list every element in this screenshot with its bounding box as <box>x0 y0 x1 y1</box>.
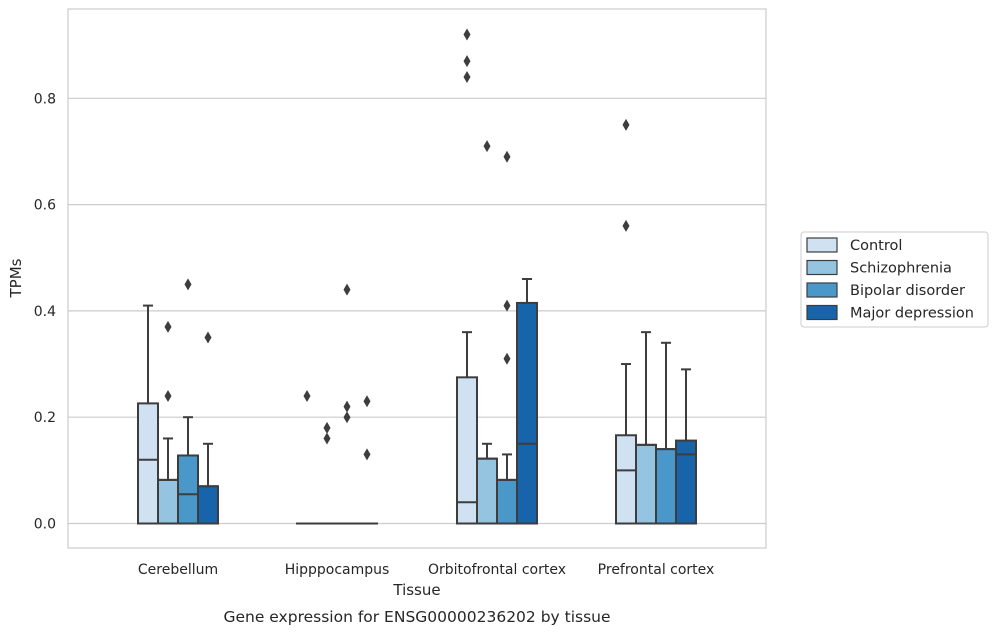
box-1 <box>476 140 498 525</box>
box-body <box>157 478 179 525</box>
box-3 <box>675 368 697 525</box>
box-groups <box>137 28 697 525</box>
outlier-point <box>204 331 212 344</box>
box-1 <box>316 421 338 525</box>
box-2 <box>336 283 358 525</box>
outlier-point <box>622 219 630 232</box>
legend-swatch <box>806 259 838 276</box>
outlier-point <box>463 71 471 84</box>
x-tick-labels: Cerebellum Hipppocampus Orbitofrontal cort… <box>138 562 714 578</box>
box-2 <box>655 341 677 525</box>
box-body <box>635 443 657 525</box>
box-body <box>655 448 677 525</box>
y-tick-label: 0.8 <box>34 91 56 107</box>
outlier-point <box>363 395 371 408</box>
box-0 <box>137 304 159 525</box>
y-tick-label: 0.4 <box>34 304 56 320</box>
box-2 <box>177 278 199 525</box>
box-body <box>496 478 518 525</box>
outlier-point <box>343 400 351 413</box>
legend-frame <box>800 231 989 328</box>
outlier-point <box>463 55 471 68</box>
x-axis-label: Tissue <box>392 581 440 599</box>
plot-frame <box>67 8 767 549</box>
box-0 <box>456 28 478 525</box>
box-1 <box>635 331 657 525</box>
outlier-point <box>343 283 351 296</box>
y-tick-labels: 0.0 0.2 0.4 0.6 0.8 <box>34 91 56 532</box>
box-1 <box>157 320 179 525</box>
legend-label: Control <box>850 238 902 254</box>
y-tick-label: 0.6 <box>34 198 56 214</box>
category-group <box>296 283 378 525</box>
outlier-point <box>323 421 331 434</box>
x-tick-label: Prefrontal cortex <box>598 562 715 578</box>
outlier-point <box>622 118 630 131</box>
outlier-point <box>503 299 511 312</box>
legend-swatch <box>806 304 838 321</box>
box-body <box>137 402 159 525</box>
box-body <box>615 434 637 525</box>
box-3 <box>516 278 538 525</box>
outlier-point <box>463 28 471 41</box>
box-body <box>476 457 498 525</box>
legend-swatch <box>806 237 838 253</box>
x-tick-label: Orbitofrontal cortex <box>428 562 566 578</box>
y-tick-label: 0.0 <box>34 517 56 533</box>
outlier-point <box>503 352 511 365</box>
outlier-point <box>164 320 172 333</box>
legend-label: Schizophrenia <box>850 261 952 277</box>
legend-label: Bipolar disorder <box>850 283 965 299</box>
outlier-point <box>184 278 192 291</box>
outlier-point <box>164 389 172 402</box>
legend-label: Major depression <box>850 306 974 322</box>
outlier-point <box>363 448 371 461</box>
outlier-point <box>303 389 311 402</box>
box-body <box>675 439 697 525</box>
category-group <box>615 118 697 525</box>
box-3 <box>197 331 219 525</box>
legend-item: Schizophrenia <box>806 259 952 277</box>
box-3 <box>356 395 378 525</box>
legend-item: Control <box>806 237 902 254</box>
box-0 <box>296 389 318 525</box>
category-group <box>456 28 538 525</box>
outlier-point <box>343 411 351 424</box>
category-group <box>137 278 219 525</box>
y-axis-label: TPMs <box>7 258 25 298</box>
legend-swatch <box>806 282 838 298</box>
box-body <box>456 376 478 525</box>
box-body <box>516 301 538 525</box>
outlier-point <box>323 432 331 445</box>
y-tick-label: 0.2 <box>34 410 56 426</box>
chart-caption: Gene expression for ENSG00000236202 by t… <box>223 608 610 626</box>
box-2 <box>496 150 518 525</box>
outlier-point <box>503 150 511 163</box>
box-0 <box>615 118 637 525</box>
box-body <box>197 485 219 525</box>
x-tick-label: Cerebellum <box>138 562 218 578</box>
legend-item: Major depression <box>806 304 974 322</box>
box-body <box>177 454 199 525</box>
outlier-point <box>483 140 491 153</box>
legend: Control Schizophrenia Bipolar disorder Majo… <box>800 231 989 328</box>
legend-item: Bipolar disorder <box>806 282 965 299</box>
x-tick-label: Hipppocampus <box>285 562 390 578</box>
